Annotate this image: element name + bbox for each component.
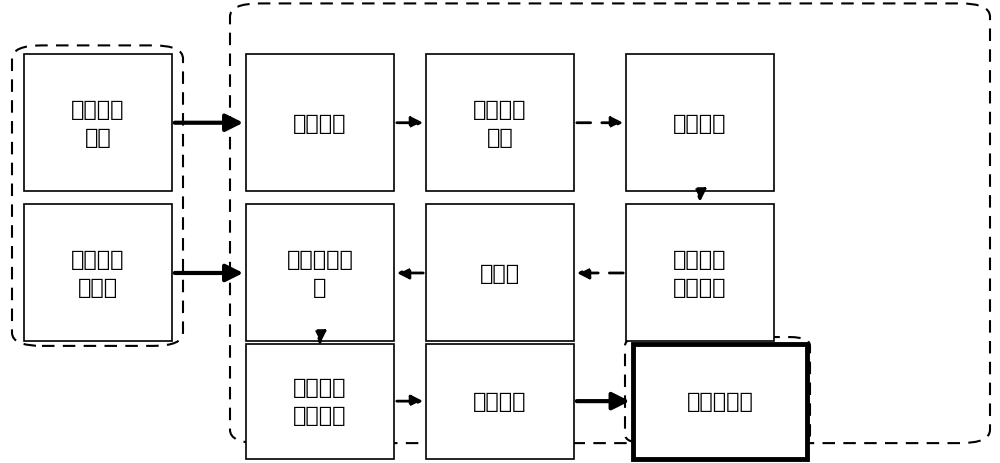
Text: 加窗截断: 加窗截断 bbox=[673, 113, 727, 133]
FancyBboxPatch shape bbox=[246, 344, 394, 458]
FancyBboxPatch shape bbox=[426, 344, 574, 458]
FancyBboxPatch shape bbox=[24, 55, 172, 192]
Text: 声级变换: 声级变换 bbox=[473, 391, 527, 411]
FancyBboxPatch shape bbox=[626, 55, 774, 192]
FancyBboxPatch shape bbox=[246, 55, 394, 192]
Text: 镜像变换: 镜像变换 bbox=[293, 113, 347, 133]
FancyBboxPatch shape bbox=[426, 205, 574, 342]
FancyBboxPatch shape bbox=[426, 55, 574, 192]
Text: 计权声压级: 计权声压级 bbox=[687, 391, 753, 411]
FancyBboxPatch shape bbox=[24, 205, 172, 342]
Text: 重采样: 重采样 bbox=[480, 263, 520, 283]
FancyBboxPatch shape bbox=[633, 344, 807, 458]
Text: 加窗计权
小波函数: 加窗计权 小波函数 bbox=[673, 250, 727, 297]
Text: 计权时域
波动信号: 计权时域 波动信号 bbox=[293, 377, 347, 425]
Text: 相关比对变
换: 相关比对变 换 bbox=[287, 250, 353, 297]
FancyBboxPatch shape bbox=[246, 205, 394, 342]
Text: 逆傅利叶
变换: 逆傅利叶 变换 bbox=[473, 100, 527, 147]
Text: 非平稳噪
声信号: 非平稳噪 声信号 bbox=[71, 250, 125, 297]
Text: 噪声计权
网络: 噪声计权 网络 bbox=[71, 100, 125, 147]
FancyBboxPatch shape bbox=[626, 205, 774, 342]
